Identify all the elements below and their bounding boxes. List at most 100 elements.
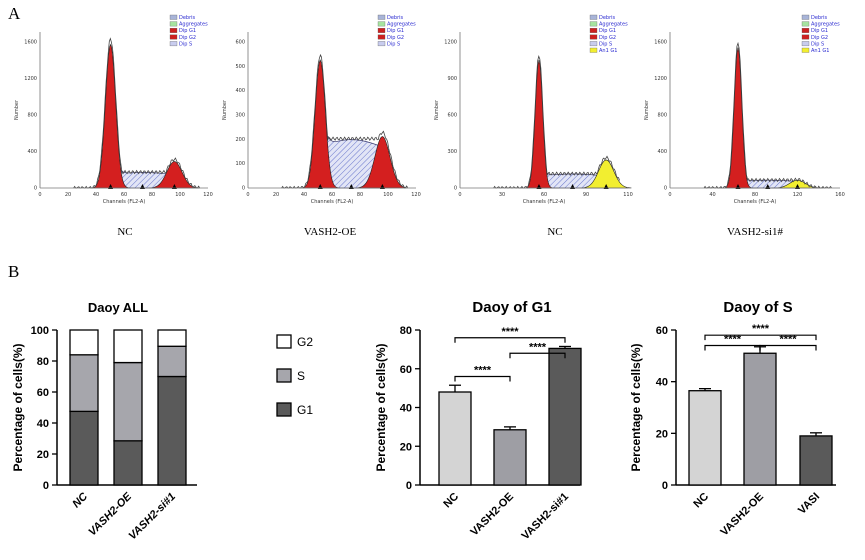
flow-legend-swatch: [589, 14, 598, 20]
significance-label: ****: [724, 334, 742, 346]
flow-x-tick: 100: [383, 192, 393, 198]
flow-x-tick: 60: [541, 192, 547, 198]
flow-legend-swatch: [589, 47, 598, 53]
flow-g1-peak: [299, 59, 341, 189]
flow-panel-caption: NC: [547, 226, 562, 238]
flow-legend-label: Dip G1: [179, 28, 196, 34]
flow-panel-caption: VASH2-OE: [304, 226, 357, 238]
flow-envelope-line: [281, 53, 408, 189]
flow-y-tick: 900: [447, 76, 457, 82]
flow-legend-swatch: [377, 28, 386, 33]
significance-label: ****: [501, 326, 519, 338]
significance-bracket: [509, 352, 566, 359]
chart-legend: G2 S G1: [276, 334, 313, 417]
legend-swatch-g1: [276, 402, 292, 417]
y-tick-label: 0: [406, 480, 412, 492]
bar-segment-g2: [69, 329, 99, 356]
x-category-label: VASH2-OE: [718, 491, 766, 539]
significance-bracket: [759, 344, 817, 351]
flow-y-tick: 1600: [654, 40, 667, 46]
flow-x-tick: 0: [38, 192, 41, 198]
flow-legend-swatch: [589, 21, 598, 27]
flow-legend-swatch: [589, 34, 598, 40]
flow-y-tick: 600: [235, 40, 245, 46]
flow-x-tick: 80: [357, 192, 363, 198]
flow-x-tick: 120: [793, 192, 803, 198]
bar-segment-g2: [113, 329, 143, 364]
bar: [548, 347, 582, 486]
flow-y-tick: 600: [447, 113, 457, 119]
flow-legend-swatch: [801, 34, 810, 40]
flow-legend-label: Aggregates: [387, 22, 416, 28]
flow-legend-label: An1 G1: [599, 48, 617, 54]
significance-label: ****: [529, 341, 547, 353]
flow-legend-label: Dip S: [811, 41, 824, 47]
bar-segment-g2: [157, 329, 187, 347]
chart-title: Daoy of S: [723, 299, 792, 316]
flow-legend-swatch: [169, 41, 178, 47]
flow-legend-swatch: [801, 41, 810, 47]
flow-envelope-line: [703, 41, 832, 189]
panel-label-b: B: [8, 262, 19, 281]
flow-y-tick: 800: [27, 113, 37, 119]
flow-y-label: Number: [644, 99, 650, 120]
flow-legend-label: Dip G2: [179, 35, 196, 41]
flow-y-label: Number: [14, 99, 20, 120]
y-tick-label: 60: [656, 325, 668, 337]
flow-legend-label: Dip G2: [599, 35, 616, 41]
flow-y-tick: 0: [242, 186, 245, 192]
flow-x-label: Channels (FL2-A): [523, 199, 566, 205]
y-tick-label: 20: [37, 449, 49, 461]
y-tick-label: 80: [400, 325, 412, 337]
bar: [493, 429, 527, 486]
flow-y-tick: 800: [657, 113, 667, 119]
flow-g1-peak: [717, 47, 759, 189]
flow-x-tick: 120: [203, 192, 213, 198]
flow-x-tick: 60: [329, 192, 335, 198]
flow-legend-label: Dip G1: [811, 28, 828, 34]
x-category-label: NC: [70, 490, 90, 510]
y-tick-label: 20: [656, 428, 668, 440]
flow-y-tick: 400: [235, 88, 245, 94]
y-axis-label: Percentage of cells(%): [11, 343, 25, 471]
flow-x-tick: 80: [149, 192, 155, 198]
flow-legend-label: Debris: [387, 15, 404, 21]
flow-legend-label: Dip S: [387, 41, 400, 47]
bar-charts: Daoy ALL Percentage of cells(%) 0 20 40 60 80 1…: [11, 299, 836, 542]
y-tick-label: 40: [37, 418, 49, 430]
flow-x-tick: 110: [623, 192, 633, 198]
x-category-label: NC: [441, 491, 461, 511]
flow-g1-peak: [90, 43, 131, 189]
y-tick-label: 100: [31, 325, 49, 337]
y-axis-label: Percentage of cells(%): [629, 343, 643, 471]
flow-y-tick: 1200: [24, 76, 37, 82]
flow-x-tick: 80: [752, 192, 758, 198]
flow-x-tick: 40: [301, 192, 307, 198]
legend-label: G2: [297, 335, 313, 349]
flow-y-tick: 400: [657, 149, 667, 155]
bar-segment-s: [157, 345, 187, 378]
significance-bracket: [704, 334, 817, 341]
flow-legend-swatch: [169, 28, 178, 33]
x-category-label: VASI: [796, 491, 822, 517]
flow-y-label: Number: [434, 99, 440, 120]
x-category-label: VASH2-si#1: [127, 491, 179, 543]
flow-legend-label: Aggregates: [179, 22, 208, 28]
legend-swatch-g2: [276, 334, 292, 349]
flow-y-tick: 1600: [24, 40, 37, 46]
flow-x-tick: 90: [583, 192, 589, 198]
flow-y-tick: 1200: [654, 76, 667, 82]
flow-legend-label: Debris: [811, 15, 828, 21]
flow-legend-label: Dip S: [179, 41, 192, 47]
x-category-label: NC: [691, 491, 711, 511]
bar-segment-s: [113, 361, 143, 442]
legend-swatch-s: [276, 368, 292, 383]
flow-legend-swatch: [169, 34, 178, 40]
flow-x-tick: 120: [411, 192, 421, 198]
flow-legend-swatch: [589, 28, 598, 33]
significance-label: ****: [474, 365, 492, 377]
flow-y-tick: 500: [235, 64, 245, 70]
flow-y-tick: 0: [34, 186, 37, 192]
